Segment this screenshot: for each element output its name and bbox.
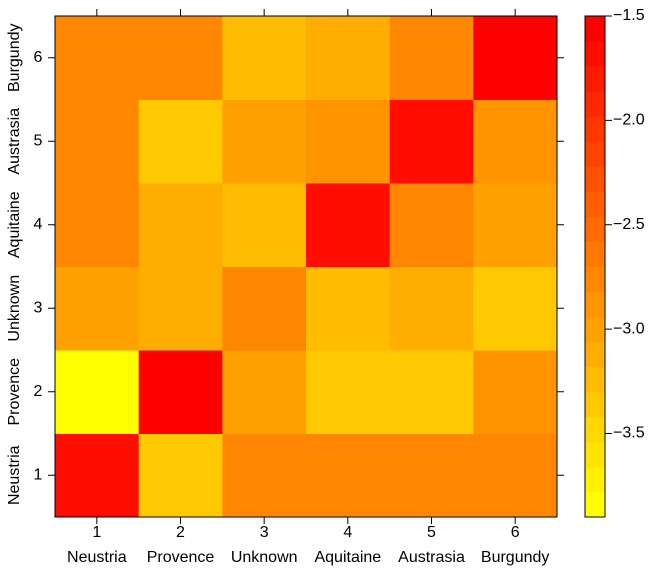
y-tick-label: 4 — [34, 216, 43, 233]
colorbar-segment — [585, 316, 605, 343]
colorbar-segment — [585, 491, 605, 518]
heatmap-cell — [389, 16, 474, 100]
x-tick-label: 6 — [511, 524, 520, 541]
colorbar-segment — [585, 166, 605, 192]
colorbar: −1.5 −2.0 −2.5 −3.0 −3.5 — [584, 7, 645, 518]
colorbar-segment — [585, 91, 605, 117]
heatmap-cell — [389, 433, 474, 518]
heatmap-cell — [55, 16, 140, 100]
y-category-label: Aquitaine — [6, 191, 23, 258]
heatmap-cell — [222, 99, 307, 184]
colorbar-segment — [585, 116, 605, 142]
colorbar-segment — [585, 41, 605, 67]
heatmap-cell — [389, 99, 474, 184]
colorbar-segment — [585, 391, 605, 418]
heatmap-cell — [55, 433, 140, 518]
heatmap-cell — [306, 350, 391, 434]
heatmap-cell — [473, 16, 558, 100]
plot-frame — [54, 15, 558, 518]
heatmap-cell — [222, 266, 307, 351]
heatmap-cell — [138, 433, 223, 518]
heatmap-cell — [306, 266, 391, 351]
y-tick-label: 1 — [34, 466, 43, 483]
colorbar-segment — [585, 66, 605, 92]
x-tick-label: 4 — [343, 524, 352, 541]
heatmap-cell — [389, 266, 474, 351]
colorbar-tick-label: −3.5 — [613, 425, 645, 442]
heatmap-cell — [222, 433, 307, 518]
y-category-label: Burgundy — [6, 24, 23, 93]
x-tick-label: 1 — [92, 524, 101, 541]
x-tick-label: 5 — [427, 524, 436, 541]
colorbar-segment — [585, 241, 605, 267]
colorbar-segment — [585, 291, 605, 318]
heatmap-cell — [138, 350, 223, 434]
heatmap-cell — [473, 183, 558, 267]
colorbar-tick-label: −2.0 — [613, 112, 645, 129]
heatmap-cell — [222, 350, 307, 434]
y-category-label: Provence — [6, 358, 23, 426]
colorbar-segment — [585, 191, 605, 217]
x-category-label: Austrasia — [398, 549, 465, 566]
heatmap-cell — [389, 350, 474, 434]
heatmap-cell — [222, 183, 307, 267]
heatmap-cell — [473, 433, 558, 518]
x-category-label: Neustria — [67, 549, 127, 566]
colorbar-segment — [585, 366, 605, 393]
colorbar-segment — [585, 441, 605, 468]
heatmap-cell — [55, 266, 140, 351]
colorbar-segment — [585, 466, 605, 493]
heatmap-cell — [222, 16, 307, 100]
colorbar-tick-label: −3.0 — [613, 320, 645, 337]
colorbar-segment — [585, 216, 605, 242]
heatmap-cell — [55, 99, 140, 184]
x-category-label: Provence — [147, 549, 215, 566]
heatmap-cell — [138, 99, 223, 184]
heatmap-cell — [306, 433, 391, 518]
heatmap-cell — [138, 16, 223, 100]
colorbar-frame — [584, 15, 606, 518]
heatmap-cell — [55, 183, 140, 267]
x-tick-label: 2 — [176, 524, 185, 541]
axes: 1 Neustria 1 Neustria 2 Provence 2 Provence 3 Unk… — [6, 9, 564, 566]
heatmap-cell — [306, 99, 391, 184]
x-category-label: Burgundy — [481, 549, 550, 566]
y-tick-label: 6 — [34, 49, 43, 66]
heatmap-cell — [389, 183, 474, 267]
y-tick-label: 5 — [34, 132, 43, 149]
y-category-label: Austrasia — [6, 108, 23, 175]
heatmap-cell — [306, 183, 391, 267]
x-category-label: Aquitaine — [314, 549, 381, 566]
y-category-label: Unknown — [6, 275, 23, 342]
heatmap-cell — [473, 350, 558, 434]
colorbar-tick-label: −1.5 — [613, 7, 645, 24]
x-tick-label: 3 — [260, 524, 269, 541]
heatmap-cell — [55, 350, 140, 434]
colorbar-segment — [585, 266, 605, 293]
colorbar-segment — [585, 141, 605, 167]
colorbar-segment — [585, 416, 605, 443]
heatmap-cell — [306, 16, 391, 100]
heatmap-cell — [138, 183, 223, 267]
y-category-label: Neustria — [6, 445, 23, 505]
y-tick-label: 3 — [34, 299, 43, 316]
heatmap-cell — [473, 99, 558, 184]
x-category-label: Unknown — [231, 549, 298, 566]
colorbar-tick-label: −2.5 — [613, 216, 645, 233]
colorbar-segment — [585, 16, 605, 42]
colorbar-segment — [585, 341, 605, 368]
y-tick-label: 2 — [34, 383, 43, 400]
heatmap-cells — [55, 16, 558, 518]
heatmap-cell — [473, 266, 558, 351]
heatmap-cell — [138, 266, 223, 351]
